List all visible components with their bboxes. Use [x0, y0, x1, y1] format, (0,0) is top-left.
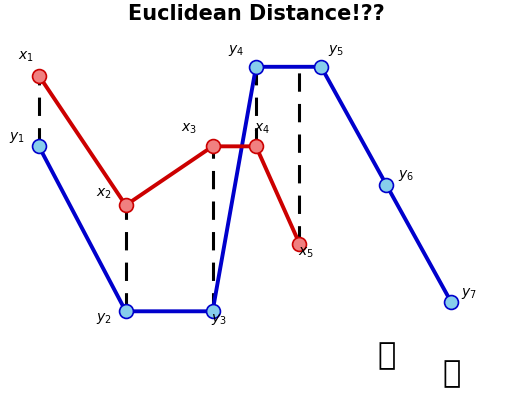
Text: $y_7$: $y_7$	[461, 286, 477, 301]
Text: $y_6$: $y_6$	[398, 168, 414, 183]
Text: $x_1$: $x_1$	[18, 49, 34, 64]
Text: $y_3$: $y_3$	[211, 312, 227, 327]
Text: $x_4$: $x_4$	[254, 122, 270, 136]
Text: $x_5$: $x_5$	[298, 245, 314, 260]
Text: $y_2$: $y_2$	[96, 311, 112, 326]
Text: $y_4$: $y_4$	[228, 43, 245, 58]
Text: $x_2$: $x_2$	[96, 186, 112, 201]
Text: $y_5$: $y_5$	[328, 43, 344, 58]
Text: 🤔: 🤔	[377, 341, 395, 370]
Text: $y_1$: $y_1$	[9, 130, 25, 145]
Text: 🤔: 🤔	[442, 359, 460, 387]
Text: $x_3$: $x_3$	[181, 122, 197, 136]
Title: Euclidean Distance!??: Euclidean Distance!??	[127, 4, 385, 24]
